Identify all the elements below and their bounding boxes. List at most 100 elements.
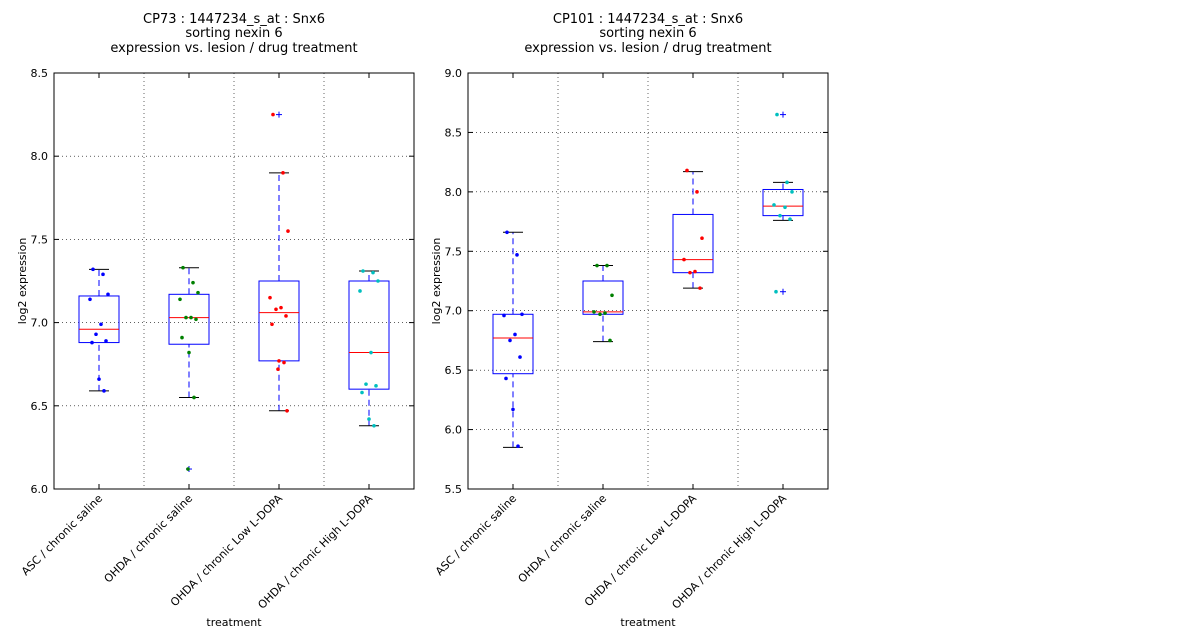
- data-point: [595, 263, 599, 268]
- data-point: [511, 407, 515, 412]
- y-tick-label: 9.0: [445, 67, 463, 80]
- data-point: [178, 297, 182, 302]
- chart-title: CP101 : 1447234_s_at : Snx6 sorting nexi…: [524, 12, 771, 56]
- data-point: [99, 322, 103, 327]
- data-point: [592, 310, 596, 314]
- y-tick-label: 6.0: [31, 483, 49, 496]
- data-point: [101, 272, 105, 277]
- outlier-marker: [780, 111, 786, 118]
- data-point: [783, 205, 787, 210]
- data-point: [284, 314, 288, 318]
- data-point: [369, 350, 373, 355]
- chart-panel-cp101: CP101 : 1447234_s_at : Snx6 sorting nexi…: [430, 12, 829, 629]
- y-axis-label: log2 expression: [430, 238, 443, 325]
- data-point: [192, 395, 196, 400]
- data-point: [268, 295, 272, 300]
- data-point: [515, 253, 519, 257]
- y-tick-label: 8.5: [445, 126, 463, 139]
- data-point: [608, 338, 612, 343]
- grid: [54, 73, 414, 489]
- y-axis-ticks: 5.5 6.0 6.5 7.0 7.5 8.0 8.5 9.0: [445, 67, 828, 496]
- data-point: [102, 389, 106, 393]
- data-point: [281, 171, 285, 175]
- data-point: [788, 217, 792, 221]
- y-tick-label: 8.5: [31, 67, 49, 80]
- data-point: [194, 317, 198, 322]
- chart-title: CP73 : 1447234_s_at : Snx6 sorting nexin…: [110, 12, 357, 56]
- data-point: [186, 467, 190, 471]
- data-point: [505, 230, 509, 235]
- data-point: [91, 267, 95, 272]
- x-tick-label: OHDA / chronic saline: [102, 492, 196, 586]
- data-point: [367, 417, 371, 421]
- data-point: [508, 338, 512, 343]
- data-point: [196, 290, 200, 295]
- data-point: [97, 377, 101, 381]
- data-point: [106, 292, 110, 297]
- y-tick-label: 7.0: [445, 305, 463, 318]
- x-axis-label: treatment: [620, 616, 676, 629]
- data-point: [785, 180, 789, 185]
- y-tick-label: 7.5: [31, 233, 49, 246]
- data-point: [285, 408, 289, 413]
- data-point: [778, 213, 782, 218]
- data-point: [775, 112, 779, 117]
- x-tick-label: ASC / chronic saline: [19, 492, 105, 578]
- y-tick-label: 8.0: [31, 150, 49, 163]
- data-point: [371, 270, 375, 275]
- data-point: [516, 444, 520, 449]
- chart-title-line-2: sorting nexin 6: [599, 26, 696, 41]
- y-tick-label: 6.5: [31, 400, 49, 413]
- data-point: [361, 269, 365, 273]
- data-point: [191, 280, 195, 285]
- data-point: [610, 293, 614, 298]
- data-point: [279, 305, 283, 310]
- box-iqr: [762, 188, 804, 217]
- data-point: [358, 289, 362, 293]
- box-iqr: [672, 213, 714, 274]
- y-tick-label: 7.0: [31, 317, 49, 330]
- y-tick-label: 8.0: [445, 186, 463, 199]
- data-point: [693, 269, 697, 274]
- data-point: [372, 423, 376, 428]
- chart-title-line-2: sorting nexin 6: [185, 26, 282, 41]
- outlier-marker: [780, 288, 786, 295]
- data-point: [698, 286, 702, 290]
- plot-marks: [492, 111, 804, 449]
- data-point: [184, 315, 188, 320]
- data-point: [685, 168, 689, 173]
- box-iqr: [582, 280, 624, 315]
- y-tick-label: 7.5: [445, 245, 463, 258]
- data-point: [270, 322, 274, 327]
- data-point: [187, 350, 191, 355]
- data-point: [774, 289, 778, 294]
- y-axis-label: log2 expression: [16, 238, 29, 325]
- chart-title-line-1: CP73 : 1447234_s_at : Snx6: [143, 12, 325, 27]
- y-tick-label: 6.5: [445, 364, 463, 377]
- data-point: [700, 236, 704, 241]
- data-point: [181, 265, 185, 270]
- chart-title-line-3: expression vs. lesion / drug treatment: [110, 41, 357, 56]
- plot-marks: [78, 111, 390, 473]
- plot-frame: [467, 72, 829, 490]
- box-iqr: [168, 293, 210, 345]
- data-point: [88, 297, 92, 302]
- data-point: [605, 263, 609, 268]
- data-point: [276, 367, 280, 371]
- data-point: [504, 376, 508, 381]
- data-point: [271, 112, 275, 117]
- data-point: [282, 360, 286, 365]
- box-iqr: [348, 280, 390, 390]
- data-point: [603, 311, 607, 315]
- chart-title-line-1: CP101 : 1447234_s_at : Snx6: [553, 12, 743, 27]
- data-point: [94, 332, 98, 337]
- box-iqr: [492, 313, 534, 375]
- data-point: [274, 307, 278, 312]
- chart-panel-cp73: CP73 : 1447234_s_at : Snx6 sorting nexin…: [16, 12, 415, 629]
- data-point: [502, 313, 506, 318]
- plot-frame: [53, 72, 415, 490]
- data-point: [790, 190, 794, 194]
